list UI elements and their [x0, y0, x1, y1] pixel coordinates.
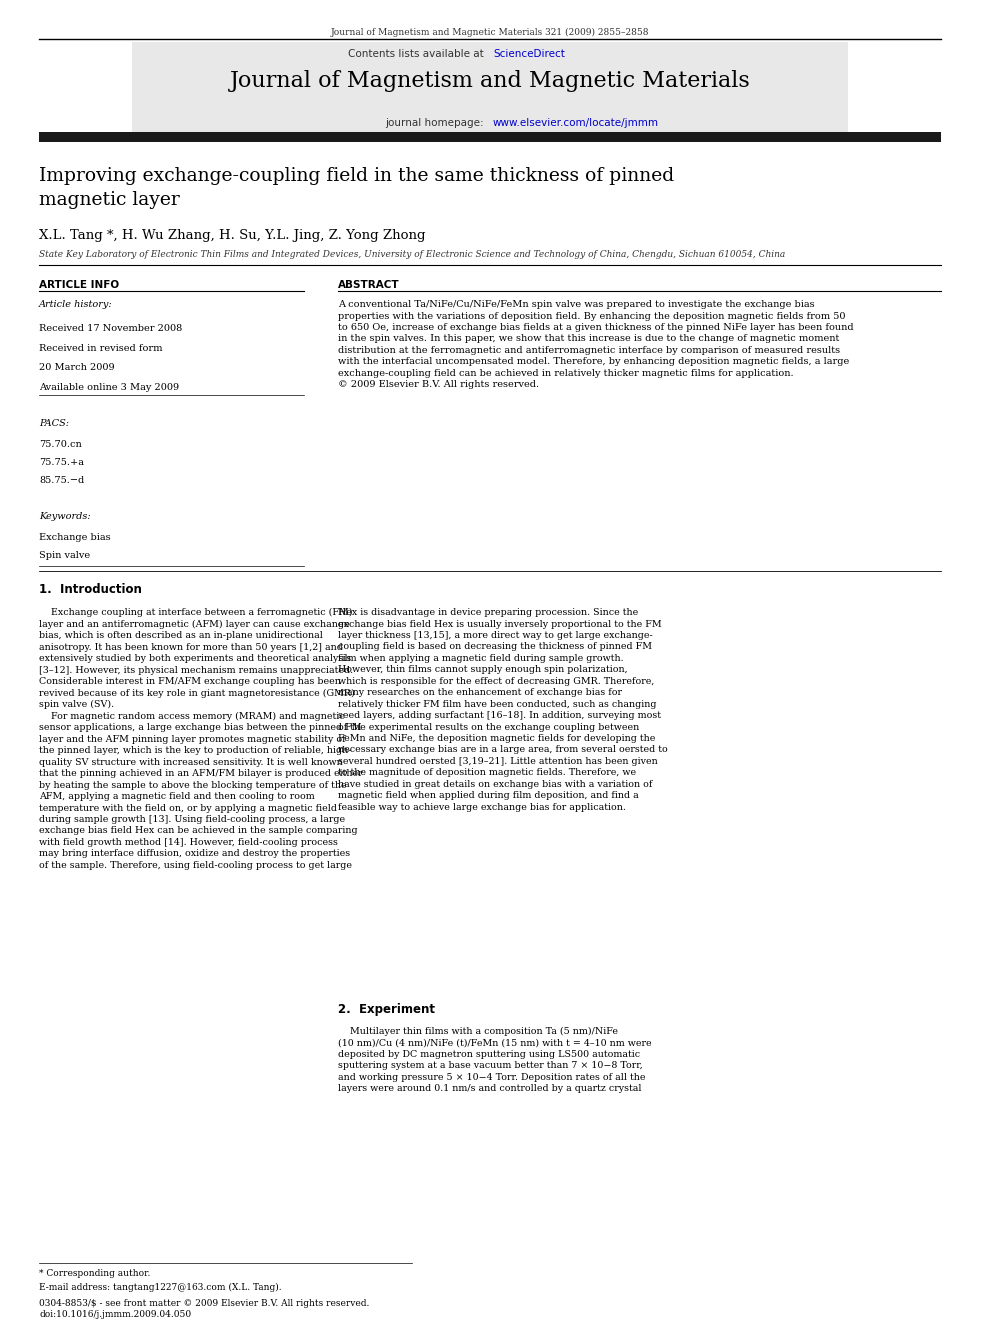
Text: 75.75.+a: 75.75.+a [40, 458, 84, 467]
FancyBboxPatch shape [132, 42, 847, 134]
Text: Keywords:: Keywords: [40, 512, 91, 521]
Text: Journal of Magnetism and Magnetic Materials: Journal of Magnetism and Magnetic Materi… [229, 70, 750, 91]
Text: X.L. Tang *, H. Wu Zhang, H. Su, Y.L. Jing, Z. Yong Zhong: X.L. Tang *, H. Wu Zhang, H. Su, Y.L. Ji… [40, 229, 426, 242]
Text: ABSTRACT: ABSTRACT [338, 280, 400, 290]
Text: 0304-8853/$ - see front matter © 2009 Elsevier B.V. All rights reserved.
doi:10.: 0304-8853/$ - see front matter © 2009 El… [40, 1299, 370, 1319]
Text: State Key Laboratory of Electronic Thin Films and Integrated Devices, University: State Key Laboratory of Electronic Thin … [40, 250, 786, 259]
Text: ARTICLE INFO: ARTICLE INFO [40, 280, 119, 290]
Text: Journal of Magnetism and Magnetic Materials 321 (2009) 2855–2858: Journal of Magnetism and Magnetic Materi… [330, 28, 649, 37]
Text: 20 March 2009: 20 March 2009 [40, 364, 115, 372]
Text: A conventional Ta/NiFe/Cu/NiFe/FeMn spin valve was prepared to investigate the e: A conventional Ta/NiFe/Cu/NiFe/FeMn spin… [338, 300, 854, 389]
Text: Available online 3 May 2009: Available online 3 May 2009 [40, 382, 180, 392]
Text: E-mail address: tangtang1227@163.com (X.L. Tang).: E-mail address: tangtang1227@163.com (X.… [40, 1283, 282, 1293]
Text: Multilayer thin films with a composition Ta (5 nm)/NiFe
(10 nm)/Cu (4 nm)/NiFe (: Multilayer thin films with a composition… [338, 1027, 652, 1093]
Text: Received in revised form: Received in revised form [40, 344, 163, 352]
Text: 85.75.−d: 85.75.−d [40, 476, 84, 486]
Text: Spin valve: Spin valve [40, 552, 90, 561]
Text: * Corresponding author.: * Corresponding author. [40, 1269, 151, 1278]
FancyBboxPatch shape [40, 131, 940, 142]
Text: Improving exchange-coupling field in the same thickness of pinned
magnetic layer: Improving exchange-coupling field in the… [40, 167, 675, 209]
Text: Received 17 November 2008: Received 17 November 2008 [40, 324, 183, 333]
Text: www.elsevier.com/locate/jmmm: www.elsevier.com/locate/jmmm [493, 119, 659, 128]
Text: Exchange bias: Exchange bias [40, 533, 111, 542]
Text: Article history:: Article history: [40, 300, 113, 310]
Text: Hex is disadvantage in device preparing procession. Since the
exchange bias fiel: Hex is disadvantage in device preparing … [338, 609, 668, 812]
Text: Exchange coupling at interface between a ferromagnetic (FM)
layer and an antifer: Exchange coupling at interface between a… [40, 609, 363, 869]
Text: 1.  Introduction: 1. Introduction [40, 583, 142, 597]
Text: ScienceDirect: ScienceDirect [493, 49, 564, 58]
Text: 2.  Experiment: 2. Experiment [338, 1003, 435, 1016]
Text: 75.70.cn: 75.70.cn [40, 439, 82, 448]
Text: Contents lists available at: Contents lists available at [348, 49, 487, 58]
Text: journal homepage:: journal homepage: [385, 119, 487, 128]
Text: PACS:: PACS: [40, 418, 69, 427]
